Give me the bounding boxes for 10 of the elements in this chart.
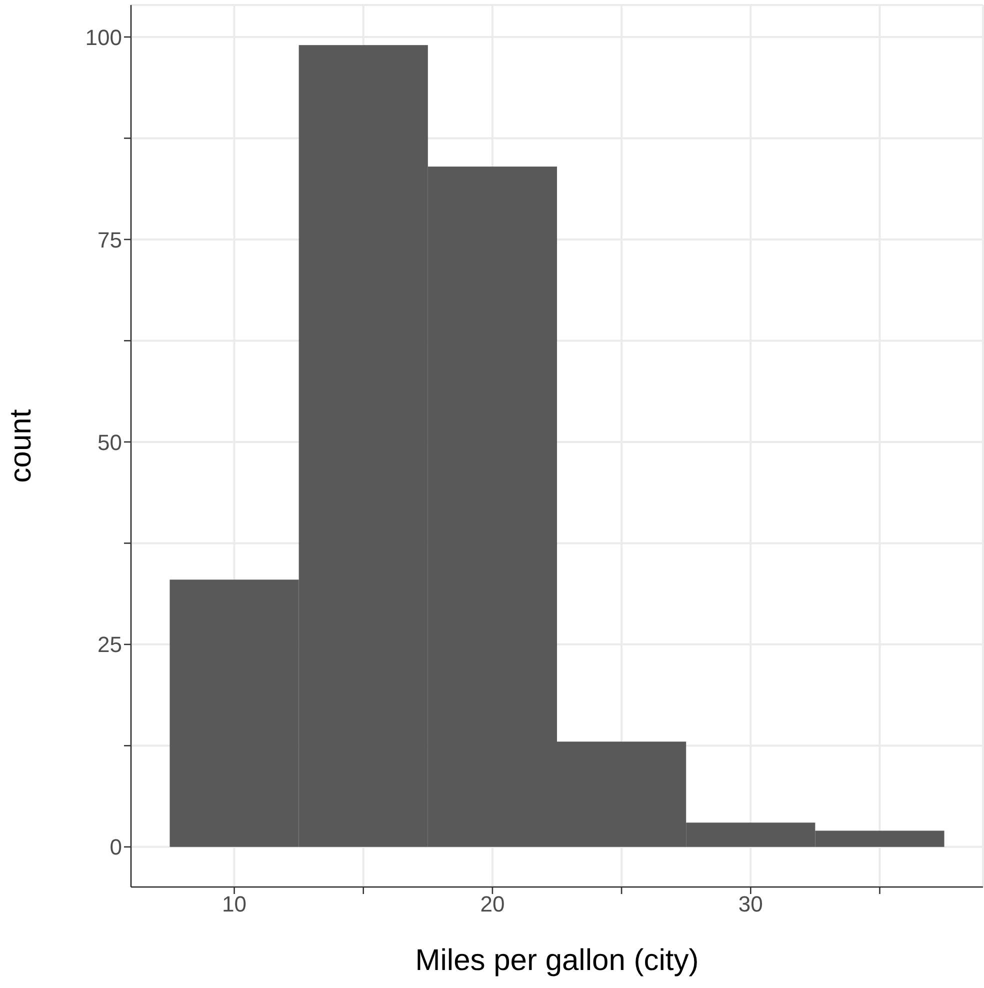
y-tick-label: 25	[98, 632, 122, 658]
x-tick-label: 30	[738, 892, 763, 917]
x-tick-label: 20	[480, 892, 505, 917]
y-tick-label: 50	[98, 430, 122, 455]
x-tick-label: 10	[222, 892, 247, 917]
y-axis-title: count	[4, 408, 38, 483]
x-axis-title: Miles per gallon (city)	[415, 944, 699, 977]
y-tick-label: 100	[85, 24, 122, 50]
y-tick-label: 75	[98, 227, 122, 252]
y-tick-label: 0	[110, 834, 122, 860]
